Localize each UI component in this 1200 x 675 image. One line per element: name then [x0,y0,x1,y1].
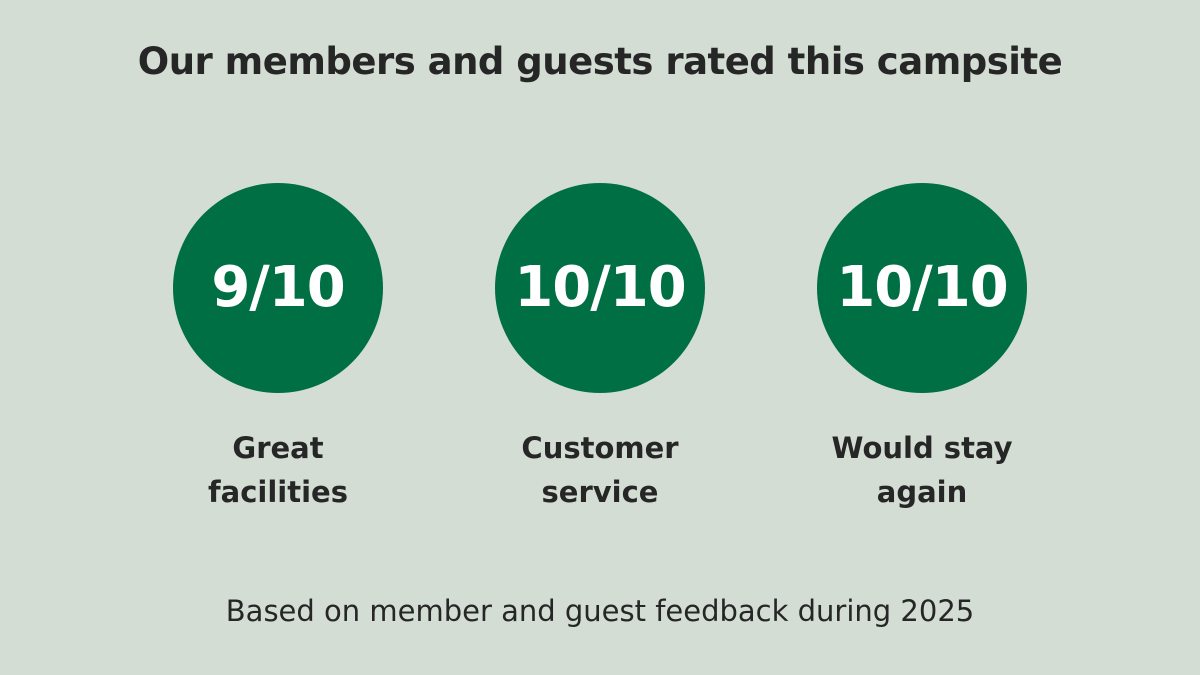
score: 9/10 [211,255,345,320]
score: 10/10 [514,255,686,320]
title: Our members and guests rated this campsi… [137,40,1063,83]
badge-circle [173,183,383,393]
label-line: again [876,475,968,509]
score: 10/10 [836,255,1008,320]
rating-label: Would stay again [772,426,1072,514]
badge-circle [817,183,1027,393]
label-line: Would stay [831,431,1013,465]
label-line: Great [232,431,324,465]
badge-circle [495,183,705,393]
score-badge: 10/10 [495,183,705,393]
label-line: Customer [521,431,679,465]
rating-card: 10/10 Would stay again [772,183,1072,514]
label-line: facilities [208,475,348,509]
rating-label: Customer service [450,426,750,514]
score-badge: 10/10 [817,183,1027,393]
score-badge: 9/10 [173,183,383,393]
label-line: service [541,475,659,509]
rating-card: 10/10 Customer service [450,183,750,514]
rating-label: Great facilities [128,426,428,514]
rating-card: 9/10 Great facilities [128,183,428,514]
footer-note: Based on member and guest feedback durin… [225,594,975,628]
